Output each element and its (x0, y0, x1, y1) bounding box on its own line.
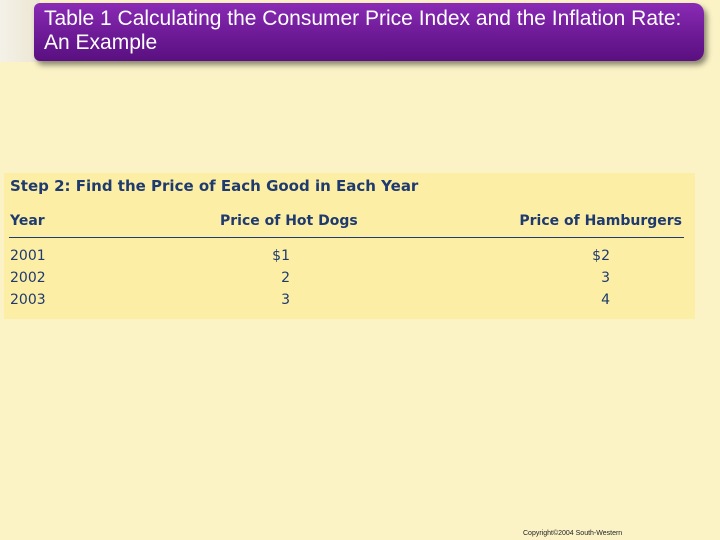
title-bar (34, 3, 704, 61)
cell-hamburgers: 4 (601, 292, 610, 308)
table-row: 2002 2 3 (4, 270, 695, 292)
table-row: 2001 $1 $2 (4, 248, 695, 270)
copyright-notice: Copyright©2004 South-Western (523, 530, 623, 537)
cell-hot-dogs: 2 (281, 270, 290, 286)
cell-year: 2001 (10, 248, 46, 264)
table-row: 2003 3 4 (4, 292, 695, 314)
header-divider (9, 237, 684, 238)
column-header-hamburgers: Price of Hamburgers (519, 213, 682, 229)
title-bar-fade (0, 0, 40, 62)
cell-hamburgers: $2 (592, 248, 610, 264)
column-header-year: Year (10, 213, 45, 229)
cell-hot-dogs: 3 (281, 292, 290, 308)
column-header-hot-dogs: Price of Hot Dogs (220, 213, 358, 229)
slide-title: Table 1 Calculating the Consumer Price I… (44, 7, 682, 54)
cell-hot-dogs: $1 (272, 248, 290, 264)
cell-year: 2003 (10, 292, 46, 308)
cell-hamburgers: 3 (601, 270, 610, 286)
cell-year: 2002 (10, 270, 46, 286)
step-heading: Step 2: Find the Price of Each Good in E… (10, 177, 419, 195)
price-table: Step 2: Find the Price of Each Good in E… (4, 173, 695, 319)
